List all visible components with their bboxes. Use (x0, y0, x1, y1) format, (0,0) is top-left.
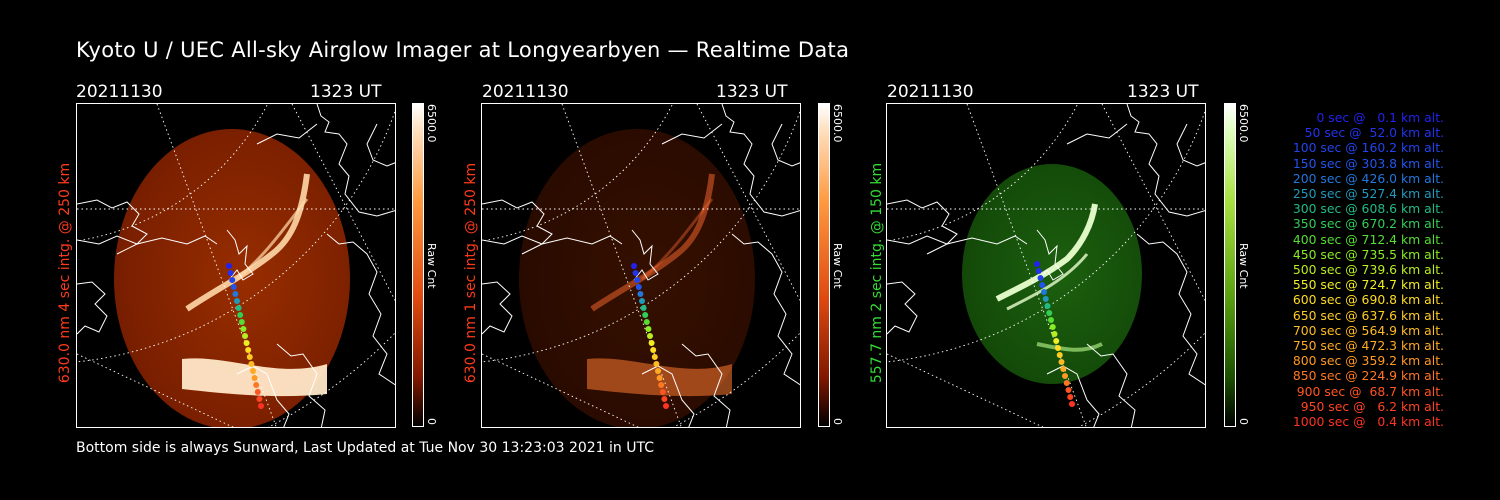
legend-entry: 600 sec @ 690.8 km alt. (1292, 292, 1444, 308)
legend-entry: 900 sec @ 68.7 km alt. (1296, 383, 1444, 399)
panel-2-time: 1323 UT (716, 82, 788, 102)
legend-entry: 250 sec @ 527.4 km alt. (1292, 186, 1444, 202)
panel-3-ylabel: 557.7 nm 2 sec intg. @ 150 km (869, 162, 885, 384)
legend-entry: 200 sec @ 426.0 km alt. (1292, 170, 1444, 186)
legend-entry: 450 sec @ 735.5 km alt. (1292, 246, 1444, 262)
panel-1-image (76, 103, 396, 428)
legend-entry: 650 sec @ 637.6 km alt. (1292, 307, 1444, 323)
legend-entry: 300 sec @ 608.6 km alt. (1292, 201, 1444, 217)
panel-1-colorbar (412, 103, 424, 427)
panel-3-cbar-min: 0 (1237, 418, 1250, 425)
legend-entry: 150 sec @ 303.8 km alt. (1292, 155, 1444, 171)
panel-1-cbar-max: 6500.0 (425, 104, 438, 143)
panel-2-colorbar (818, 103, 830, 427)
panel-2-image (481, 103, 801, 428)
panel-3-image (886, 103, 1206, 428)
legend-entry: 400 sec @ 712.4 km alt. (1292, 231, 1444, 247)
panel-2-date: 20211130 (482, 82, 569, 102)
panel-1-time: 1323 UT (310, 82, 382, 102)
panel-3-time: 1323 UT (1127, 82, 1199, 102)
footer-note: Bottom side is always Sunward, Last Upda… (76, 440, 654, 456)
panel-3-cbar-unit: Raw Cnt (1237, 243, 1250, 289)
legend-entry: 1000 sec @ 0.4 km alt. (1292, 414, 1444, 430)
legend-entry: 700 sec @ 564.9 km alt. (1292, 322, 1444, 338)
panel-2-cbar-unit: Raw Cnt (831, 243, 844, 289)
legend-entry: 500 sec @ 739.6 km alt. (1292, 262, 1444, 278)
legend-entry: 100 sec @ 160.2 km alt. (1292, 140, 1444, 156)
panel-3-date: 20211130 (887, 82, 974, 102)
panel-1-cbar-unit: Raw Cnt (425, 243, 438, 289)
panel-3-cbar-max: 6500.0 (1237, 104, 1250, 143)
legend-entry: 750 sec @ 472.3 km alt. (1292, 338, 1444, 354)
panel-1-ylabel: 630.0 nm 4 sec intg. @ 250 km (57, 162, 73, 384)
page-title: Kyoto U / UEC All-sky Airglow Imager at … (76, 38, 850, 62)
panel-2-cbar-min: 0 (831, 418, 844, 425)
legend-entry: 350 sec @ 670.2 km alt. (1292, 216, 1444, 232)
panel-1-cbar-min: 0 (425, 418, 438, 425)
legend-entry: 550 sec @ 724.7 km alt. (1292, 277, 1444, 293)
panel-2-cbar-max: 6500.0 (831, 104, 844, 143)
legend-entry: 950 sec @ 6.2 km alt. (1300, 398, 1444, 414)
panel-1-date: 20211130 (76, 82, 163, 102)
panel-3-colorbar (1224, 103, 1236, 427)
legend-entry: 50 sec @ 52.0 km alt. (1304, 125, 1444, 141)
legend-entry: 0 sec @ 0.1 km alt. (1316, 110, 1444, 125)
panel-2-ylabel: 630.0 nm 1 sec intg. @ 250 km (463, 162, 479, 384)
legend-entry: 800 sec @ 359.2 km alt. (1292, 353, 1444, 369)
legend-entry: 850 sec @ 224.9 km alt. (1292, 368, 1444, 384)
trajectory-legend: 0 sec @ 0.1 km alt. 50 sec @ 52.0 km alt.… (1262, 110, 1444, 429)
